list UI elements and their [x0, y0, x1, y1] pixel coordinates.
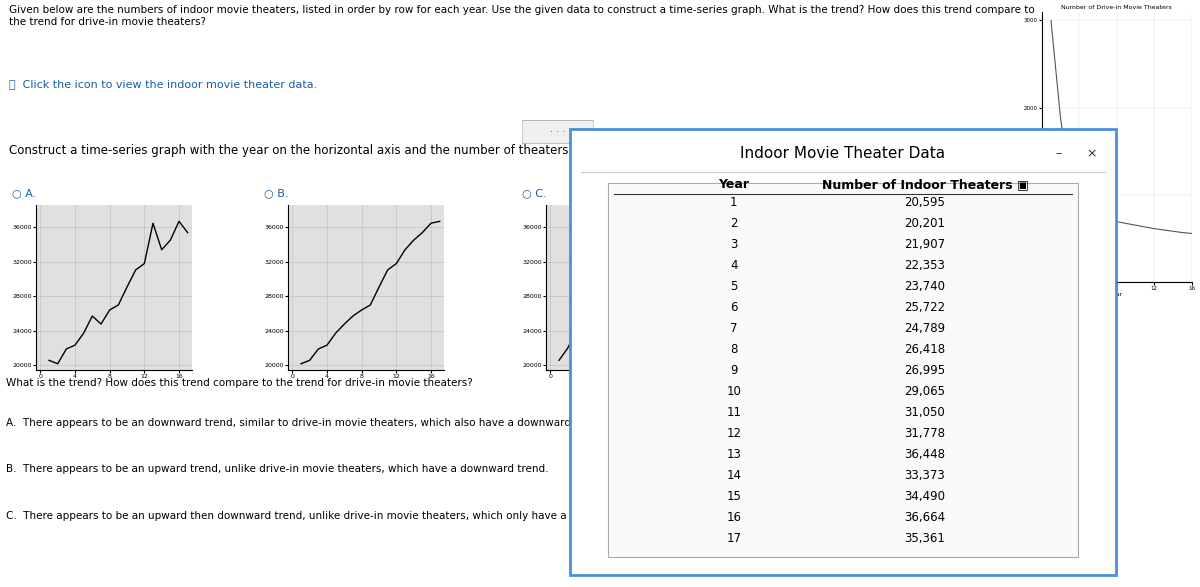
- Text: 29,065: 29,065: [905, 385, 946, 398]
- Text: 11: 11: [726, 406, 742, 419]
- Text: 7: 7: [730, 322, 738, 335]
- Text: 26,418: 26,418: [905, 343, 946, 356]
- Bar: [608, 183, 1078, 558]
- Text: Given below are the numbers of indoor movie theaters, listed in order by row for: Given below are the numbers of indoor mo…: [8, 5, 1034, 27]
- Text: C.  There appears to be an upward then downward trend, unlike drive-in movie the: C. There appears to be an upward then do…: [6, 511, 659, 521]
- Text: 31,050: 31,050: [905, 406, 946, 419]
- Text: B.  There appears to be an upward trend, unlike drive-in movie theaters, which h: B. There appears to be an upward trend, …: [6, 464, 548, 474]
- Text: 14: 14: [726, 469, 742, 482]
- Text: ⌹  Click the icon to view the indoor movie theater data.: ⌹ Click the icon to view the indoor movi…: [8, 79, 317, 89]
- Text: 8: 8: [730, 343, 738, 356]
- Text: Year: Year: [719, 178, 749, 191]
- Text: ○ D.: ○ D.: [774, 188, 799, 199]
- Text: Number of Indoor Theaters ▣: Number of Indoor Theaters ▣: [822, 178, 1028, 191]
- X-axis label: Year: Year: [1110, 292, 1123, 298]
- Text: 36,448: 36,448: [905, 448, 946, 461]
- Text: ○ C.: ○ C.: [522, 188, 547, 199]
- Text: 6: 6: [730, 301, 738, 314]
- Text: What is the trend? How does this trend compare to the trend for drive-in movie t: What is the trend? How does this trend c…: [6, 378, 473, 388]
- Text: 5: 5: [730, 280, 738, 293]
- Title: Number of Drive-in Movie Theaters: Number of Drive-in Movie Theaters: [1061, 5, 1172, 10]
- Text: 23,740: 23,740: [905, 280, 946, 293]
- Text: 31,778: 31,778: [905, 427, 946, 440]
- Text: 22,353: 22,353: [905, 259, 946, 272]
- Text: 3: 3: [730, 238, 738, 251]
- Text: 15: 15: [726, 490, 742, 503]
- Text: Construct a time-series graph with the year on the horizontal axis and the numbe: Construct a time-series graph with the y…: [8, 144, 689, 157]
- FancyBboxPatch shape: [522, 120, 594, 144]
- Text: 2: 2: [730, 217, 738, 230]
- Text: ×: ×: [1086, 147, 1097, 160]
- Text: 16: 16: [726, 511, 742, 524]
- Text: –: –: [1056, 147, 1062, 160]
- Text: 17: 17: [726, 532, 742, 545]
- Text: 25,722: 25,722: [905, 301, 946, 314]
- Text: 24,789: 24,789: [905, 322, 946, 335]
- Text: 35,361: 35,361: [905, 532, 946, 545]
- Text: 1: 1: [730, 196, 738, 209]
- Text: 9: 9: [730, 364, 738, 377]
- Text: 20,201: 20,201: [905, 217, 946, 230]
- Text: ○ A.: ○ A.: [12, 188, 36, 199]
- Text: 12: 12: [726, 427, 742, 440]
- Text: 4: 4: [730, 259, 738, 272]
- Text: 26,995: 26,995: [905, 364, 946, 377]
- Text: 13: 13: [726, 448, 742, 461]
- Text: 20,595: 20,595: [905, 196, 946, 209]
- Text: 21,907: 21,907: [905, 238, 946, 251]
- Text: · · ·: · · ·: [551, 127, 565, 137]
- Text: ○ B.: ○ B.: [264, 188, 288, 199]
- Text: Indoor Movie Theater Data: Indoor Movie Theater Data: [740, 146, 946, 161]
- FancyBboxPatch shape: [570, 129, 1116, 575]
- Text: 36,664: 36,664: [905, 511, 946, 524]
- Text: 33,373: 33,373: [905, 469, 946, 482]
- Text: A.  There appears to be an downward trend, similar to drive-in movie theaters, w: A. There appears to be an downward trend…: [6, 418, 606, 428]
- Text: 34,490: 34,490: [905, 490, 946, 503]
- Text: 10: 10: [726, 385, 742, 398]
